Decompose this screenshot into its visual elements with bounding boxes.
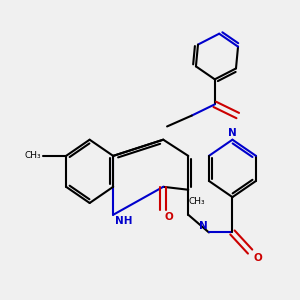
Text: CH₃: CH₃ — [24, 152, 41, 160]
Text: NH: NH — [115, 216, 132, 226]
Text: O: O — [253, 253, 262, 263]
Text: N: N — [228, 128, 237, 138]
Text: N: N — [199, 221, 207, 231]
Text: O: O — [165, 212, 173, 222]
Text: CH₃: CH₃ — [189, 197, 206, 206]
